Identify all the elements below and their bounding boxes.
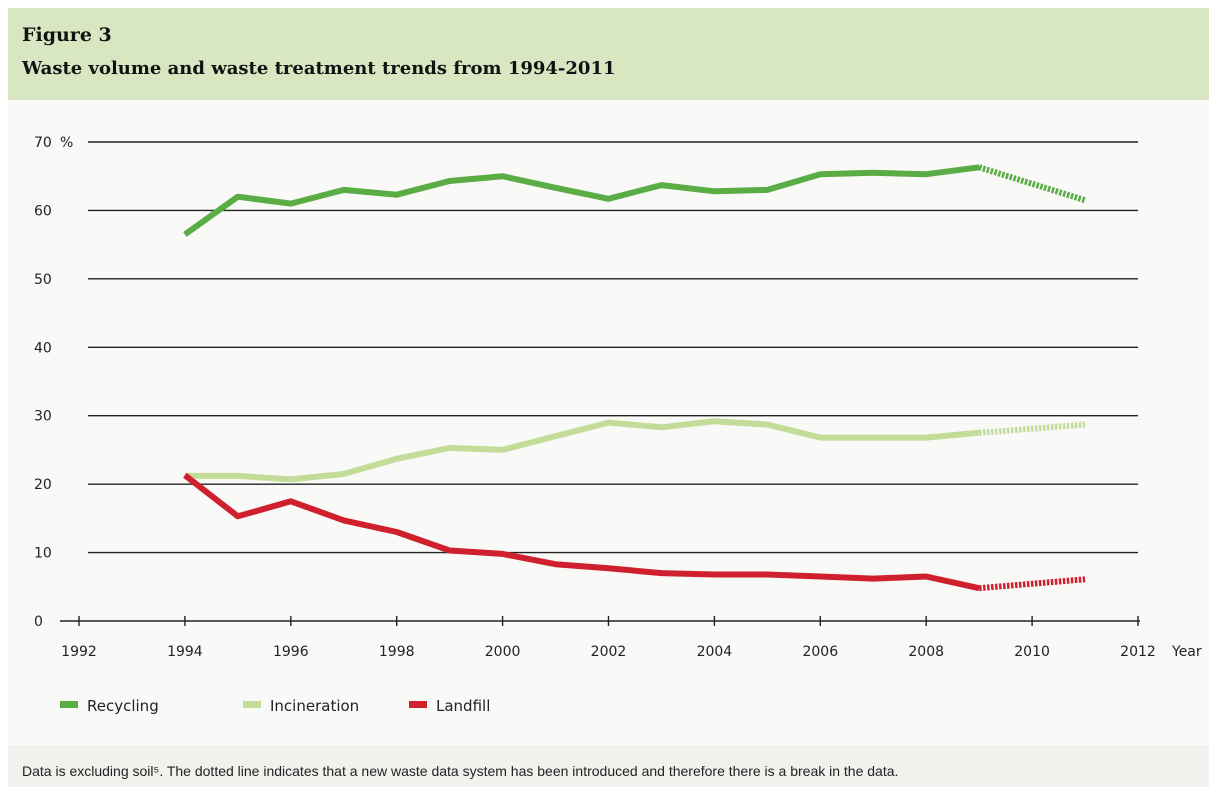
y-tick-label: 30 (34, 409, 52, 425)
series-lines (183, 164, 1086, 592)
x-tick-label: 2000 (485, 644, 521, 660)
series-line-landfill (183, 472, 980, 592)
legend-swatch-incineration (243, 701, 261, 708)
x-tick-label: 2006 (802, 644, 838, 660)
y-tick-label: 20 (34, 477, 52, 493)
series-line-incineration (184, 418, 980, 483)
y-tick-label: 10 (34, 546, 52, 562)
footnote: Data is excluding soil⁵. The dotted line… (22, 763, 899, 779)
x-tick-label: 2012 (1120, 644, 1156, 660)
series-dotted-landfill (978, 576, 1086, 592)
footer-band (8, 745, 1209, 787)
chart-title: Waste volume and waste treatment trends … (22, 58, 616, 79)
y-tick-label: 70 (34, 135, 52, 151)
x-tick-label: 2010 (1014, 644, 1050, 660)
legend-swatch-landfill (409, 701, 427, 708)
legend: Recycling Incineration Landfill (60, 697, 490, 715)
x-tick-label: 2004 (697, 644, 733, 660)
y-axis-unit: % (60, 135, 73, 151)
x-tick-label: 1996 (273, 644, 309, 660)
legend-swatch-recycling (60, 701, 78, 708)
series-dotted-recycling (978, 164, 1086, 204)
series-line-recycling (183, 164, 980, 237)
legend-label-incineration: Incineration (270, 697, 359, 715)
x-tick-label: 1994 (167, 644, 203, 660)
x-tick-label: 1992 (61, 644, 97, 660)
y-tick-label: 50 (34, 272, 52, 288)
figure-label: Figure 3 (22, 24, 112, 46)
y-tick-label: 0 (34, 614, 43, 630)
figure-header (8, 8, 1209, 100)
x-axis-label: Year (1171, 644, 1202, 660)
gridlines (88, 141, 1138, 554)
series-dotted-incineration (978, 421, 1086, 436)
x-tick-label: 1998 (379, 644, 415, 660)
y-tick-label: 60 (34, 203, 52, 219)
legend-label-recycling: Recycling (87, 697, 159, 715)
x-tick-label: 2002 (591, 644, 627, 660)
x-tick-label: 2008 (908, 644, 944, 660)
y-tick-label: 40 (34, 340, 52, 356)
tick-labels: 0 10 20 30 40 50 60 70 % 1992 1994 1996 1998 2000 2002… (34, 135, 1202, 660)
legend-label-landfill: Landfill (436, 697, 490, 715)
